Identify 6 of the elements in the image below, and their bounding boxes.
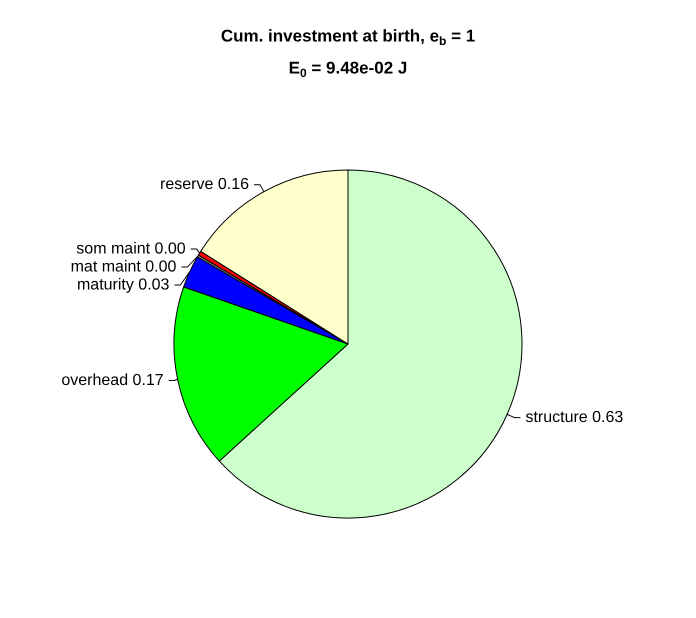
slice-label: overhead 0.17 — [61, 372, 164, 389]
slice-label: som maint 0.00 — [76, 240, 186, 258]
slice-label: maturity 0.03 — [76, 276, 170, 294]
slice-label: mat maint 0.00 — [70, 258, 177, 276]
slice-label: reserve 0.16 — [160, 176, 250, 194]
slice-label: structure 0.63 — [525, 409, 624, 426]
